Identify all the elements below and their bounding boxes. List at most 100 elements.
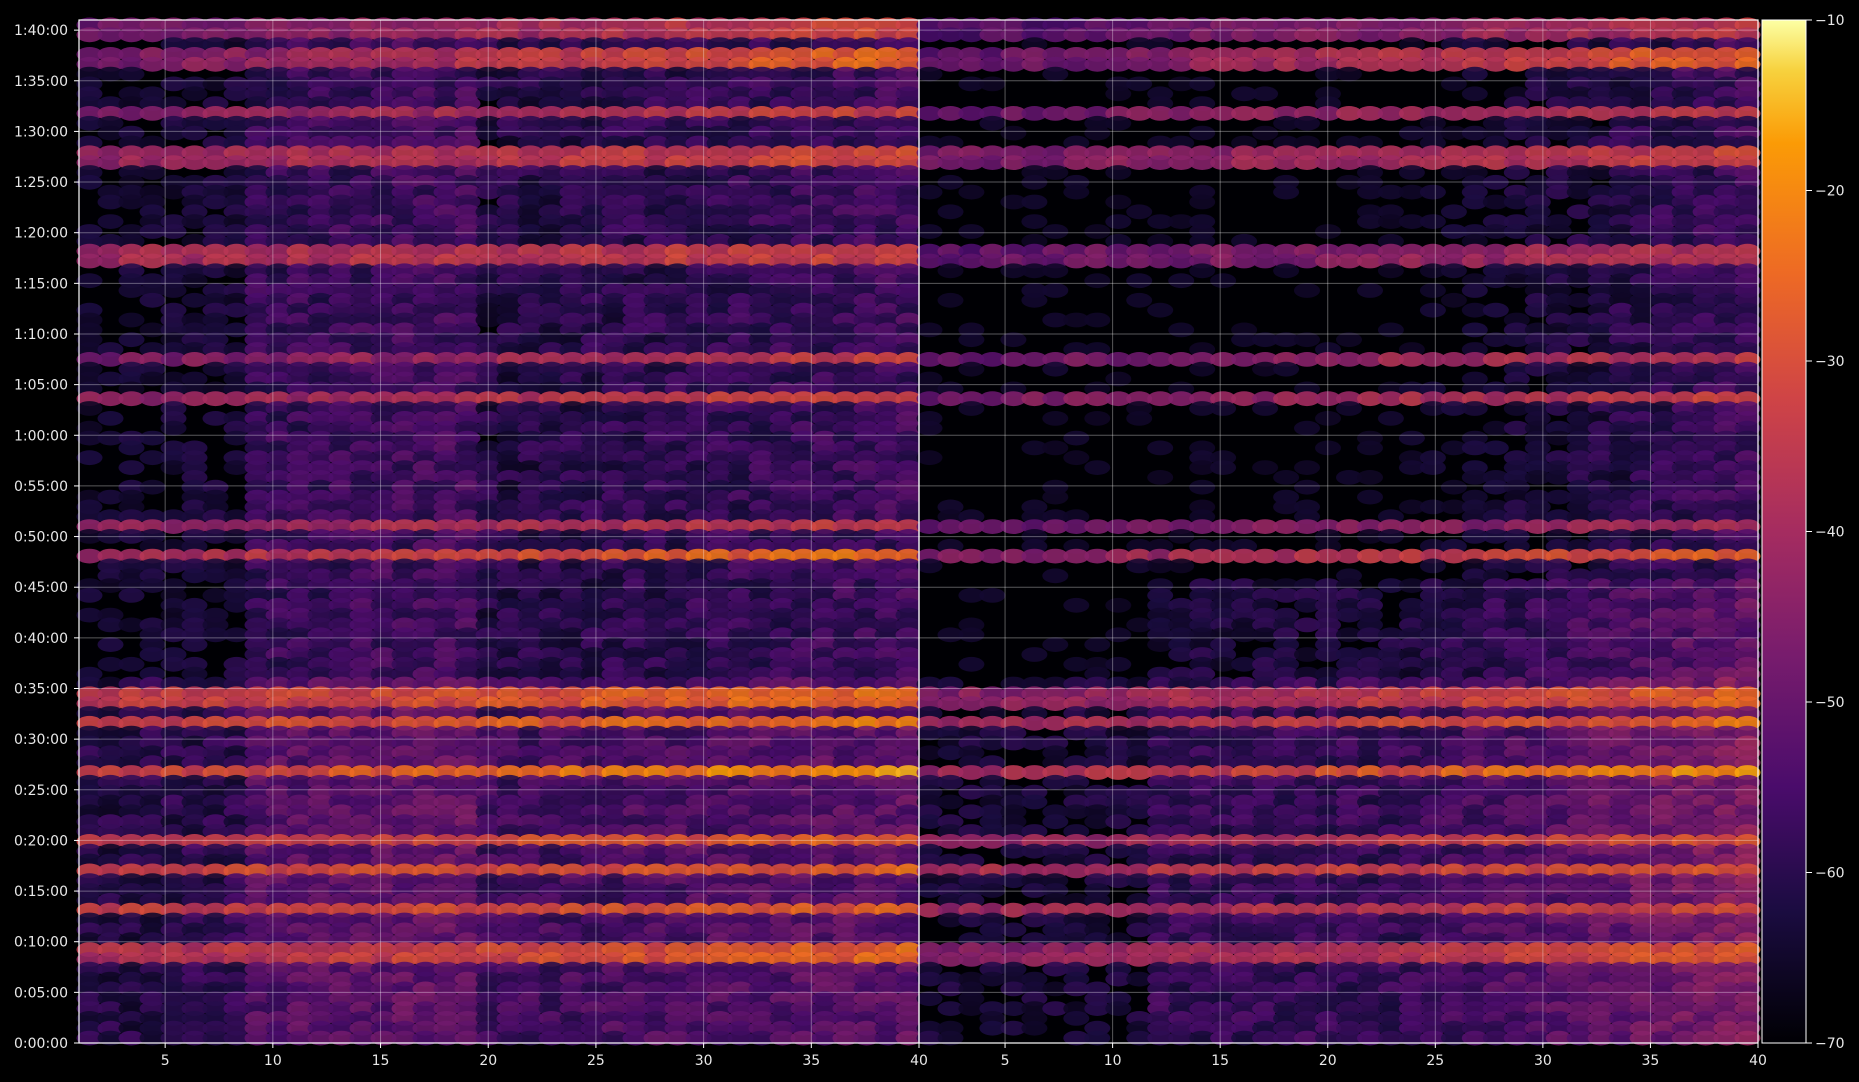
- heat-cell: [76, 253, 103, 269]
- heat-cell: [1126, 76, 1153, 92]
- heat-cell: [1189, 76, 1216, 92]
- heat-cell: [97, 27, 124, 43]
- heat-cell: [1168, 322, 1195, 338]
- heat-cell: [160, 155, 187, 171]
- heat-cell: [1419, 214, 1446, 230]
- heat-cell: [118, 66, 145, 82]
- heat-cell: [202, 263, 229, 279]
- heat-cell: [1000, 332, 1027, 348]
- heat-cell: [1419, 184, 1446, 200]
- heat-cell: [958, 184, 985, 200]
- heat-cell: [1042, 165, 1069, 180]
- heat-cell: [1084, 224, 1111, 239]
- heat-cell: [1042, 283, 1069, 298]
- heat-cell: [1440, 204, 1467, 220]
- heat-cell: [76, 174, 103, 190]
- heat-cell: [1461, 66, 1488, 82]
- heat-cell: [1503, 165, 1530, 180]
- heat-cell: [76, 588, 103, 603]
- heat-cell: [223, 302, 250, 318]
- heat-cell: [202, 76, 229, 92]
- heat-cell: [1189, 125, 1216, 141]
- heat-cell: [76, 27, 103, 43]
- heat-cell: [475, 184, 502, 200]
- heat-cell: [1398, 430, 1425, 446]
- heat-cell: [139, 165, 166, 180]
- heat-cell: [1147, 440, 1174, 456]
- heat-cell: [475, 125, 502, 141]
- heat-cell: [1294, 283, 1320, 298]
- heat-cell: [118, 27, 145, 43]
- heat-cell: [1126, 273, 1153, 289]
- heat-cell: [1294, 332, 1320, 348]
- heat-cell: [1461, 322, 1488, 338]
- heat-cell: [139, 479, 166, 495]
- heat-cell: [1440, 292, 1467, 308]
- heat-cell: [1042, 361, 1069, 377]
- heat-cell: [160, 125, 187, 141]
- heat-cell: [1357, 440, 1383, 456]
- heat-cell: [97, 194, 124, 210]
- heat-cell: [223, 322, 250, 338]
- heat-cell: [475, 312, 502, 328]
- heat-cell: [1377, 411, 1404, 426]
- heat-cell: [937, 263, 964, 279]
- heat-cell: [139, 322, 166, 338]
- heat-cell: [1210, 401, 1237, 416]
- heat-cell: [1063, 430, 1090, 446]
- heat-cell: [1105, 165, 1132, 180]
- heat-cell: [1189, 263, 1216, 279]
- heat-cell: [1147, 302, 1174, 318]
- heat-cell: [118, 588, 145, 603]
- heat-cell: [1105, 194, 1132, 210]
- heat-cell: [916, 420, 943, 436]
- heat-cell: [1126, 292, 1153, 308]
- heat-cell: [1252, 125, 1279, 141]
- heat-cell: [118, 332, 145, 348]
- heat-cell: [1252, 401, 1279, 416]
- heat-cell: [916, 184, 943, 200]
- heat-cell: [160, 420, 187, 436]
- heat-cell: [475, 86, 502, 102]
- heat-cell: [937, 204, 964, 220]
- heat-cell: [1189, 361, 1216, 377]
- heat-cell: [181, 273, 208, 289]
- heat-cell: [1252, 86, 1279, 102]
- heat-cell: [202, 56, 229, 72]
- heat-cell: [1084, 125, 1111, 141]
- heat-cell: [160, 283, 187, 298]
- heat-cell: [160, 224, 187, 239]
- heat-cell: [1273, 263, 1300, 279]
- heat-cell: [1377, 263, 1404, 279]
- heat-cell: [118, 440, 145, 456]
- heat-cell: [97, 66, 124, 82]
- heat-cell: [958, 224, 985, 239]
- heat-cell: [1357, 283, 1383, 298]
- heat-cell: [1398, 165, 1425, 180]
- heat-cell: [139, 253, 166, 269]
- heat-cell: [97, 214, 124, 230]
- heat-cell: [979, 76, 1006, 92]
- heat-cell: [76, 450, 103, 466]
- heat-cell: [97, 411, 124, 426]
- heat-cell: [958, 332, 985, 348]
- heat-cell: [181, 56, 208, 72]
- heat-cell: [916, 322, 943, 338]
- heat-cell: [958, 401, 985, 416]
- heat-cell: [181, 125, 208, 141]
- heat-cell: [1545, 224, 1572, 239]
- heat-cell: [916, 66, 943, 82]
- heat-cell: [937, 292, 964, 308]
- heat-cell: [1021, 214, 1048, 230]
- heat-cell: [181, 637, 208, 652]
- heat-cell: [118, 106, 145, 121]
- heat-cell: [1042, 224, 1069, 239]
- heat-cell: [1461, 86, 1488, 102]
- heat-cell: [1063, 184, 1090, 200]
- heat-cell: [181, 86, 208, 102]
- heat-cell: [76, 273, 103, 289]
- heat-cell: [160, 76, 187, 92]
- heat-cell: [118, 194, 145, 210]
- heat-cell: [139, 292, 166, 308]
